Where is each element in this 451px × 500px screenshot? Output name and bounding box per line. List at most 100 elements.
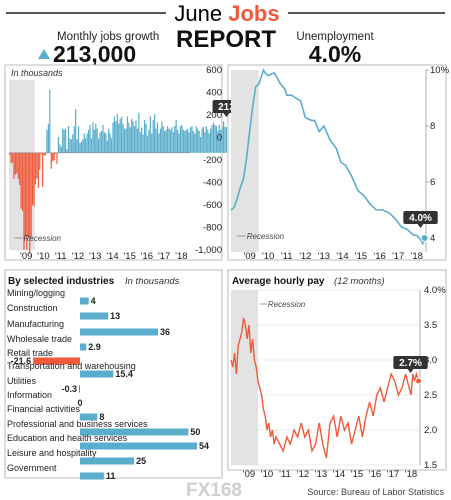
industry-label: Manufacturing	[7, 319, 64, 329]
jobs-bar	[59, 144, 61, 153]
jobs-bar	[14, 152, 16, 175]
jobs-bar	[34, 152, 37, 185]
industry-bar	[80, 343, 87, 351]
x-tick-label: '16	[369, 469, 381, 480]
jobs-bar	[102, 124, 104, 153]
industry-value: -0.3	[61, 384, 77, 394]
jobs-panel-frame	[4, 64, 223, 261]
jobs-bar	[57, 137, 60, 153]
jobs-bar	[98, 138, 100, 153]
hourly-pay-title: Average hourly pay	[232, 276, 325, 287]
jobs-bar	[136, 128, 139, 153]
jobs-bar	[121, 116, 123, 153]
industry-value: 13	[110, 311, 120, 321]
jobs-bar	[125, 128, 127, 153]
y-tick-label: 8	[430, 121, 435, 132]
jobs-bar	[79, 143, 81, 153]
fx168-logo: FX168	[186, 480, 242, 500]
jobs-bar	[23, 152, 25, 250]
jobs-bar	[75, 109, 77, 153]
industry-value: 4	[91, 296, 96, 306]
jobs-growth-label: Monthly jobs growth	[57, 31, 159, 43]
jobs-bar	[82, 139, 84, 153]
y-tick-label: 6	[430, 177, 435, 188]
jobs-bar	[189, 127, 192, 153]
jobs-bar	[119, 118, 121, 153]
recession-label: Recession	[268, 300, 306, 309]
jobs-bar	[224, 126, 226, 153]
jobs-bar	[182, 129, 184, 153]
jobs-bar	[54, 152, 57, 155]
industry-label: Professional and business services	[7, 419, 148, 429]
jobs-bar	[83, 133, 85, 153]
jobs-bar	[164, 131, 166, 153]
jobs-bar	[103, 132, 105, 153]
jobs-bar	[40, 152, 42, 155]
jobs-bar	[191, 126, 193, 153]
industry-value: 15.4	[115, 369, 133, 379]
x-tick-label: '17	[392, 251, 404, 262]
unemployment-callout-label: 4.0%	[409, 213, 432, 224]
jobs-bar	[207, 129, 209, 153]
jobs-bar	[39, 152, 41, 170]
jobs-bar	[96, 128, 98, 153]
x-tick-label: '10	[261, 469, 273, 480]
jobs-bar	[135, 120, 137, 153]
jobs-bar	[49, 89, 51, 153]
industry-bar	[80, 428, 189, 436]
jobs-bar	[112, 122, 114, 153]
jobs-bar	[151, 133, 153, 153]
jobs-bar	[174, 126, 176, 153]
jobs-bar	[76, 139, 78, 153]
jobs-bar	[149, 116, 151, 153]
x-tick-label: '11	[55, 251, 67, 262]
x-tick-label: '10	[262, 251, 274, 262]
x-tick-label: '09	[243, 251, 255, 262]
x-tick-label: '17	[387, 469, 399, 480]
jobs-bar	[145, 123, 147, 153]
jobs-bar	[100, 131, 103, 153]
industry-bar	[80, 312, 109, 320]
y-tick-label: 2.0	[424, 425, 437, 436]
hourly-pay-line	[230, 317, 420, 459]
industry-label: Transportation and warehousing	[7, 361, 136, 371]
industry-label: Information	[7, 390, 52, 400]
jobs-bar	[187, 128, 189, 153]
jobs-y-tick-label: 600	[206, 65, 222, 76]
x-tick-label: '18	[175, 251, 187, 262]
x-tick-label: '16	[141, 251, 153, 262]
report-title: June Jobs	[174, 1, 279, 26]
jobs-bar	[177, 129, 179, 153]
jobs-bar	[208, 133, 210, 153]
report-title-second-line: REPORT	[176, 26, 276, 53]
jobs-bar	[108, 128, 110, 153]
hourly-pay-callout-label: 2.7%	[399, 358, 422, 369]
jobs-callout-pointer	[223, 112, 230, 117]
jobs-bar	[43, 152, 45, 156]
hourly-pay-callout-box	[393, 356, 428, 369]
industry-bar	[33, 357, 80, 365]
jobs-bar	[205, 126, 207, 153]
x-tick-label: '12	[72, 251, 84, 262]
jobs-bar	[212, 122, 215, 153]
jobs-bar	[26, 152, 28, 250]
jobs-bar	[211, 124, 213, 153]
jobs-y-tick-label: -200	[203, 155, 222, 166]
jobs-bar	[47, 123, 49, 153]
jobs-bar	[128, 122, 130, 153]
jobs-bar	[30, 152, 32, 238]
jobs-bar	[11, 152, 14, 163]
jobs-bar	[92, 122, 94, 153]
jobs-bar	[225, 126, 228, 153]
jobs-bar	[110, 138, 113, 153]
jobs-bar	[115, 121, 117, 153]
x-tick-label: '16	[373, 251, 385, 262]
industry-label: Leisure and hospitality	[7, 448, 97, 458]
industry-bar	[80, 442, 197, 450]
industries-panel-frame	[4, 269, 223, 479]
hourly-pay-panel-frame	[227, 269, 447, 471]
jobs-growth-value: 213,000	[53, 41, 136, 67]
jobs-bar	[77, 126, 80, 153]
jobs-y-tick-label: 0	[217, 133, 222, 144]
jobs-bar	[19, 152, 21, 186]
